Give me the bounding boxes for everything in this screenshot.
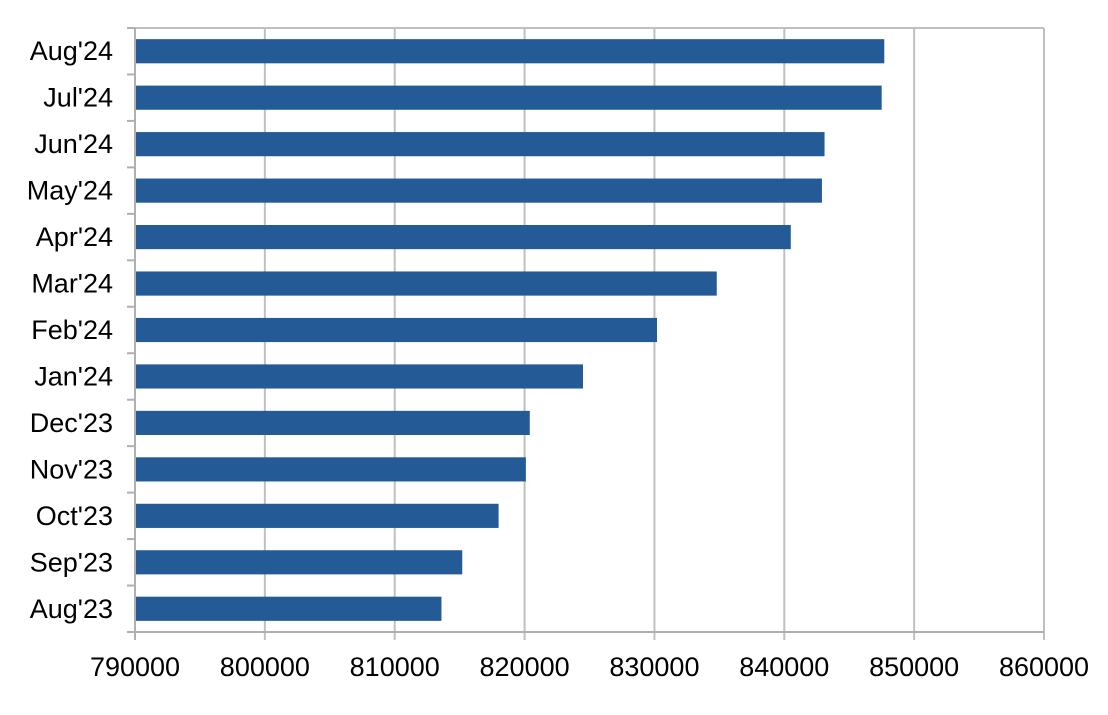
y-category-label: Aug'23 [30, 594, 113, 624]
bar-dec23 [136, 410, 530, 436]
bar-jul24 [136, 85, 882, 110]
y-category-label: Dec'23 [30, 408, 113, 438]
x-tick-label: 800000 [220, 652, 310, 682]
y-category-label: May'24 [27, 176, 113, 206]
x-tick-label: 850000 [869, 652, 959, 682]
bar-apr24 [136, 224, 791, 250]
bar-jun24 [136, 132, 825, 157]
x-tick-label: 830000 [609, 652, 699, 682]
y-category-label: Jul'24 [43, 83, 113, 113]
x-tick-label: 810000 [350, 652, 440, 682]
y-category-label: Jan'24 [34, 361, 113, 391]
bar-feb24 [136, 317, 658, 343]
bars [136, 39, 885, 621]
bar-mar24 [136, 271, 717, 296]
bar-oct23 [136, 503, 499, 528]
y-category-label: Sep'23 [30, 547, 113, 577]
bar-jan24 [136, 364, 584, 389]
x-tick-label: 790000 [90, 652, 180, 682]
bar-sep23 [136, 550, 463, 575]
x-tick-label: 840000 [739, 652, 829, 682]
x-tick-label: 820000 [480, 652, 570, 682]
category-labels: Aug'23 Sep'23 Oct'23 Nov'23 Dec'23 Jan'24 Feb'… [27, 36, 113, 624]
axes [127, 27, 1044, 640]
y-category-label: Aug'24 [30, 36, 113, 66]
y-category-label: Jun'24 [34, 129, 113, 159]
y-category-label: Oct'23 [36, 501, 113, 531]
x-tick-label: 860000 [999, 652, 1089, 682]
bar-nov23 [136, 457, 526, 482]
y-category-label: Apr'24 [36, 222, 113, 252]
y-category-label: Nov'23 [30, 454, 113, 484]
bar-may24 [136, 178, 822, 203]
bar-aug24 [136, 39, 885, 64]
y-category-label: Mar'24 [31, 269, 113, 299]
value-tick-labels: 790000 800000 810000 820000 830000 840000 8500… [90, 652, 1089, 682]
y-category-label: Feb'24 [31, 315, 113, 345]
bar-aug23 [136, 596, 442, 621]
